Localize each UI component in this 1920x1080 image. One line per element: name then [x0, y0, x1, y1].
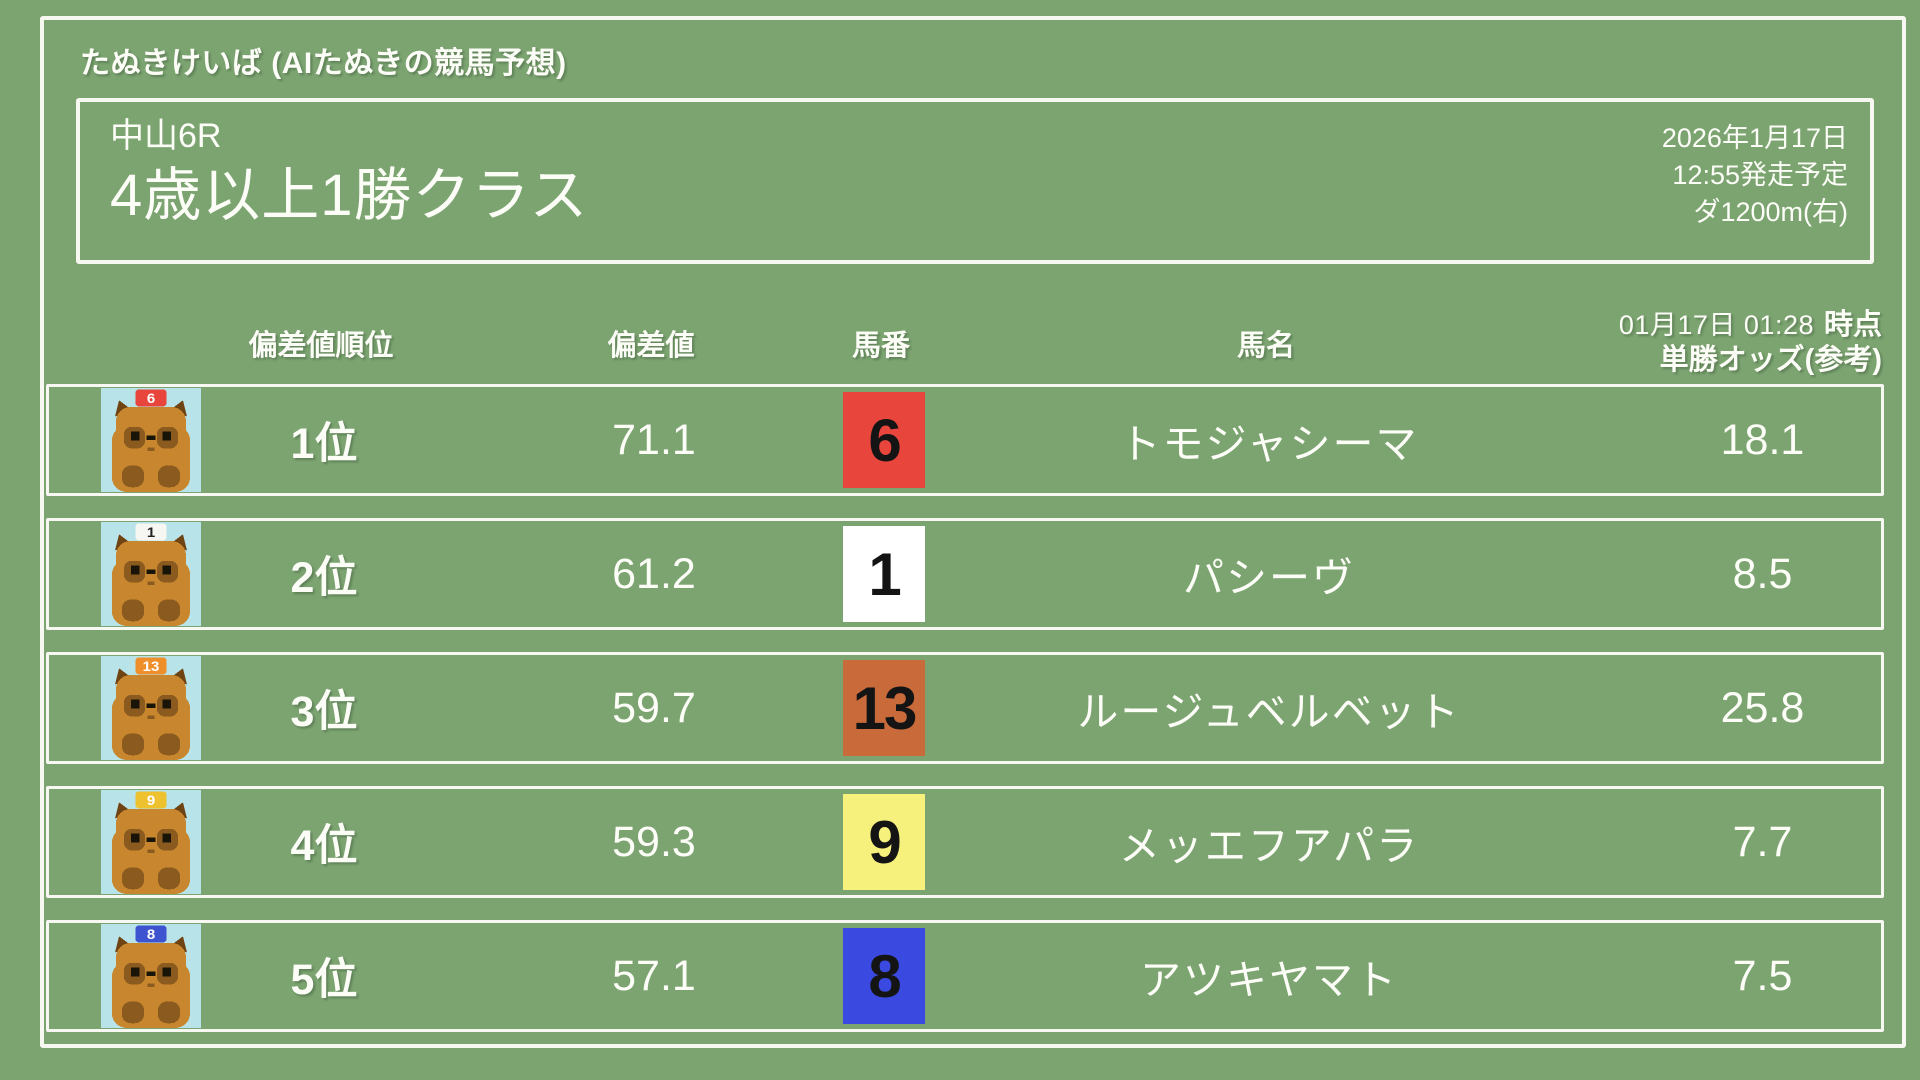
tanuki-avatar-icon: 9 [101, 790, 201, 894]
header-odds: 01月17日 01:28 時点 単勝オッズ(参考) [1596, 308, 1884, 378]
badge-cell: 13 [829, 660, 939, 756]
score-value: 71.1 [612, 415, 696, 464]
race-left-block: 中山6R 4歳以上1勝クラス [110, 112, 588, 252]
score-value: 59.3 [612, 817, 696, 866]
horse-name: ルージュベルベット [1077, 689, 1461, 735]
horse-name: パシーヴ [1183, 555, 1355, 601]
cap-number: 13 [143, 659, 160, 675]
header-rank: 偏差値順位 [248, 330, 394, 362]
race-right-block: 2026年1月17日 12:55発走予定 ダ1200m(右) [1662, 112, 1848, 252]
tanuki-avatar-icon: 8 [101, 924, 201, 1028]
header-score: 偏差値 [607, 330, 695, 362]
race-info-box: 中山6R 4歳以上1勝クラス 2026年1月17日 12:55発走予定 ダ120… [76, 98, 1874, 264]
table-row: 13 3位 59.7 13 ルージュベルベット 25.8 [46, 652, 1884, 764]
rank-label: 3位 [290, 688, 358, 736]
race-date: 2026年1月17日 [1661, 123, 1848, 153]
race-course: ダ1200m(右) [1693, 197, 1848, 227]
race-start-time: 12:55発走予定 [1672, 160, 1848, 190]
tanuki-avatar-icon: 13 [101, 656, 201, 760]
icon-cell: 13 [49, 656, 219, 760]
odds-timestamp-suffix: 時点 [1823, 309, 1882, 341]
cap-number: 1 [147, 525, 155, 541]
horse-number-badge: 8 [843, 928, 925, 1024]
horse-name: トモジャシーマ [1119, 421, 1419, 467]
cap-number: 6 [147, 391, 155, 407]
horse-number-badge: 6 [843, 392, 925, 488]
rank-label: 5位 [290, 956, 358, 1004]
rank-label: 1位 [290, 420, 358, 468]
horse-number-badge: 9 [843, 794, 925, 890]
prediction-rows: 6 1位 71.1 6 トモジャシーマ 18.1 [46, 384, 1884, 1032]
table-row: 8 5位 57.1 8 アツキヤマト 7.5 [46, 920, 1884, 1032]
icon-cell: 9 [49, 790, 219, 894]
tanuki-avatar-icon: 6 [101, 388, 201, 492]
horse-number-badge: 1 [843, 526, 925, 622]
horse-number-badge: 13 [843, 660, 925, 756]
rank-label: 2位 [290, 554, 358, 602]
header-odds-label: 単勝オッズ(参考) [1659, 344, 1882, 376]
tanuki-cap [135, 389, 167, 407]
score-value: 61.2 [612, 549, 696, 598]
icon-cell: 6 [49, 388, 219, 492]
header-number: 馬番 [851, 330, 910, 362]
tanuki-cap [135, 523, 167, 541]
cap-number: 8 [147, 927, 155, 943]
badge-cell: 6 [829, 392, 939, 488]
odds-value: 8.5 [1732, 549, 1793, 598]
cap-number: 9 [147, 793, 155, 809]
odds-value: 18.1 [1720, 415, 1805, 464]
odds-timestamp: 01月17日 01:28 [1618, 310, 1814, 340]
app-title: たぬきけいば (AIたぬきの競馬予想) [80, 47, 567, 80]
odds-value: 7.7 [1732, 817, 1793, 866]
score-value: 59.7 [612, 683, 696, 732]
badge-cell: 1 [829, 526, 939, 622]
badge-cell: 9 [829, 794, 939, 890]
odds-value: 7.5 [1732, 951, 1793, 1000]
race-class-name: 4歳以上1勝クラス [110, 163, 589, 228]
badge-cell: 8 [829, 928, 939, 1024]
table-row: 6 1位 71.1 6 トモジャシーマ 18.1 [46, 384, 1884, 496]
rank-label: 4位 [290, 822, 358, 870]
score-value: 57.1 [612, 951, 696, 1000]
icon-cell: 1 [49, 522, 219, 626]
tanuki-avatar-icon: 1 [101, 522, 201, 626]
table-header: 偏差値順位 偏差値 馬番 馬名 01月17日 01:28 時点 単勝オッズ(参考) [46, 302, 1884, 384]
odds-value: 25.8 [1720, 683, 1805, 732]
table-row: 1 2位 61.2 1 パシーヴ 8.5 [46, 518, 1884, 630]
tanuki-cap [135, 925, 167, 943]
main-card: たぬきけいば (AIたぬきの競馬予想) 中山6R 4歳以上1勝クラス 2026年… [40, 16, 1906, 1048]
icon-cell: 8 [49, 924, 219, 1028]
horse-name: メッエフアパラ [1118, 823, 1420, 869]
race-track-number: 中山6R [110, 117, 222, 155]
table-row: 9 4位 59.3 9 メッエフアパラ 7.7 [46, 786, 1884, 898]
header-name: 馬名 [1236, 330, 1295, 362]
horse-name: アツキヤマト [1140, 957, 1398, 1003]
header-odds-timestamp-line: 01月17日 01:28 時点 [1596, 308, 1882, 343]
tanuki-cap [135, 657, 167, 675]
tanuki-cap [135, 791, 167, 809]
